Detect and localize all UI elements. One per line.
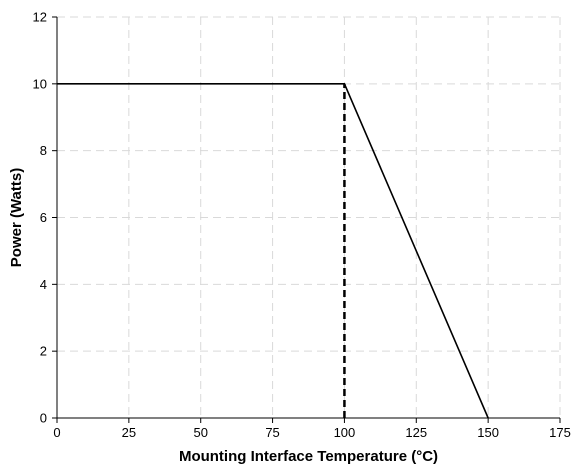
x-tick-label: 75	[265, 425, 279, 440]
x-axis-title: Mounting Interface Temperature (°C)	[179, 448, 438, 465]
x-tick-label: 125	[405, 425, 427, 440]
x-tick-label: 50	[193, 425, 207, 440]
y-tick-label: 2	[40, 344, 47, 359]
y-axis-title: Power (Watts)	[8, 168, 25, 267]
power-derating-line	[57, 83, 489, 419]
y-tick-label: 4	[40, 277, 47, 292]
x-tick-label: 0	[53, 425, 60, 440]
x-tick-label: 175	[549, 425, 571, 440]
y-tick-label: 0	[40, 411, 47, 426]
axes-layer	[52, 16, 561, 423]
y-tick-label: 6	[40, 210, 47, 225]
grid-layer	[57, 16, 561, 418]
y-tick-label: 8	[40, 143, 47, 158]
x-tick-label: 150	[477, 425, 499, 440]
x-tick-label: 100	[334, 425, 356, 440]
y-tick-label: 10	[33, 76, 47, 91]
x-tick-label: 25	[122, 425, 136, 440]
y-tick-label: 12	[33, 10, 47, 25]
tick-label-layer: 0 25 50 75 100 125 150 175 0 2 4 6 8 10 12	[33, 10, 571, 441]
series-layer	[57, 83, 489, 419]
